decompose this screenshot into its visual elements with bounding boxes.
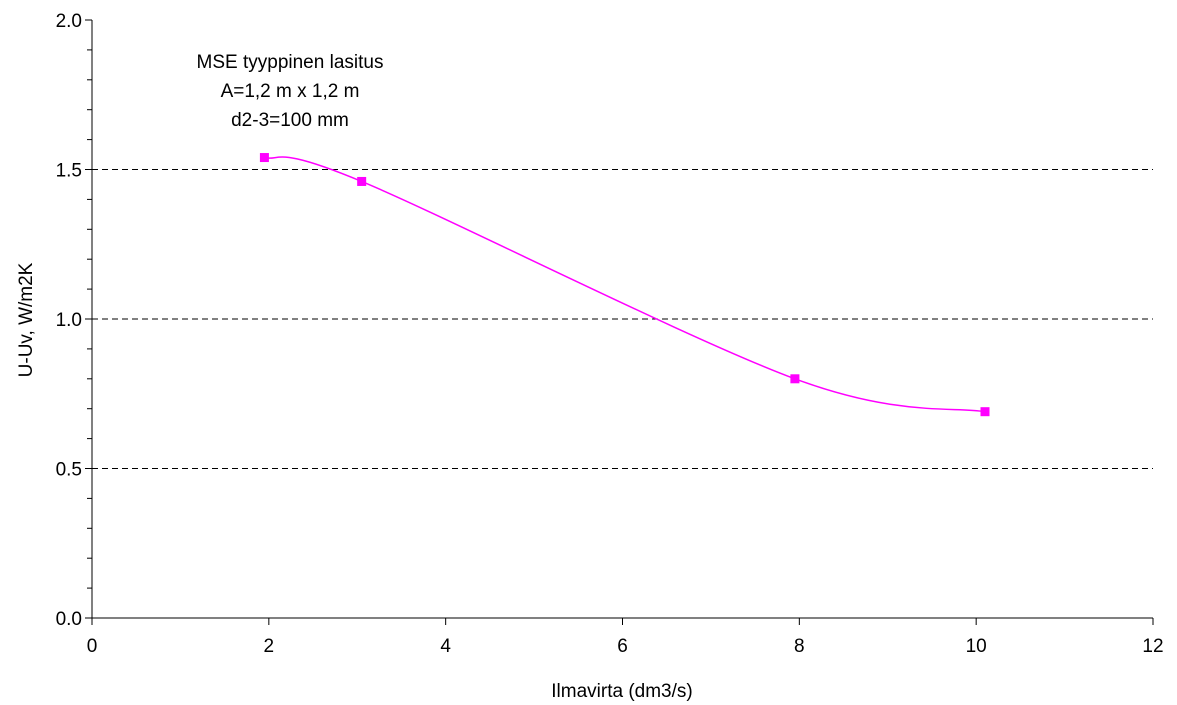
y-tick-label: 1.5 bbox=[56, 161, 82, 182]
x-tick-label: 4 bbox=[440, 636, 451, 657]
y-tick-label: 2.0 bbox=[56, 11, 82, 32]
series bbox=[259, 153, 990, 417]
annotation-line-2: A=1,2 m x 1,2 m bbox=[221, 81, 360, 102]
x-axis-title: Ilmavirta (dm3/s) bbox=[551, 681, 692, 702]
annotation: MSE tyyppinen lasitus A=1,2 m x 1,2 m d2… bbox=[197, 52, 384, 131]
series-line bbox=[264, 156, 986, 413]
annotation-line-3: d2-3=100 mm bbox=[231, 110, 349, 131]
tick-labels: 0.0 0.5 1.0 1.5 2.0 0 2 4 6 8 10 12 bbox=[56, 11, 1164, 657]
gridlines bbox=[92, 169, 1153, 469]
x-tick-label: 12 bbox=[1142, 636, 1163, 657]
y-tick-label: 1.0 bbox=[56, 310, 82, 331]
annotation-line-1: MSE tyyppinen lasitus bbox=[197, 52, 384, 73]
y-axis-title: U-Uv, W/m2K bbox=[16, 262, 37, 377]
x-tick-label: 6 bbox=[617, 636, 628, 657]
x-tick-label: 2 bbox=[264, 636, 275, 657]
data-point-marker bbox=[259, 153, 269, 163]
x-tick-label: 8 bbox=[794, 636, 805, 657]
x-tick-label: 10 bbox=[966, 636, 987, 657]
y-tick-label: 0.5 bbox=[56, 460, 82, 481]
y-tick-label: 0.0 bbox=[56, 609, 82, 630]
data-point-marker bbox=[790, 374, 800, 384]
data-point-marker bbox=[357, 176, 367, 186]
data-point-marker bbox=[980, 407, 990, 417]
x-tick-label: 0 bbox=[87, 636, 98, 657]
axis-ticks bbox=[85, 19, 1154, 625]
